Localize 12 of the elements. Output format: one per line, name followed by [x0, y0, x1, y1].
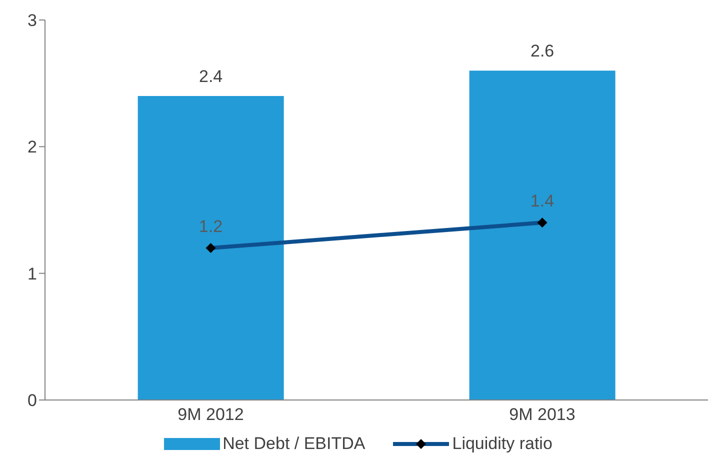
data-label: 1.2: [198, 217, 223, 236]
y-tick-label: 0: [28, 391, 37, 410]
x-tick-label: 9M 2013: [509, 405, 576, 424]
y-tick-label: 2: [28, 138, 37, 157]
data-label: 1.4: [530, 192, 554, 211]
y-tick-label: 3: [28, 11, 37, 30]
data-label: 2.4: [199, 67, 223, 86]
y-tick-label: 1: [28, 264, 37, 284]
data-label: 2.6: [530, 42, 554, 61]
legend-label: Liquidity ratio: [452, 434, 552, 454]
legend-label: Net Debt / EBITDA: [222, 434, 366, 454]
x-tick-label: 9M 2012: [178, 405, 244, 424]
